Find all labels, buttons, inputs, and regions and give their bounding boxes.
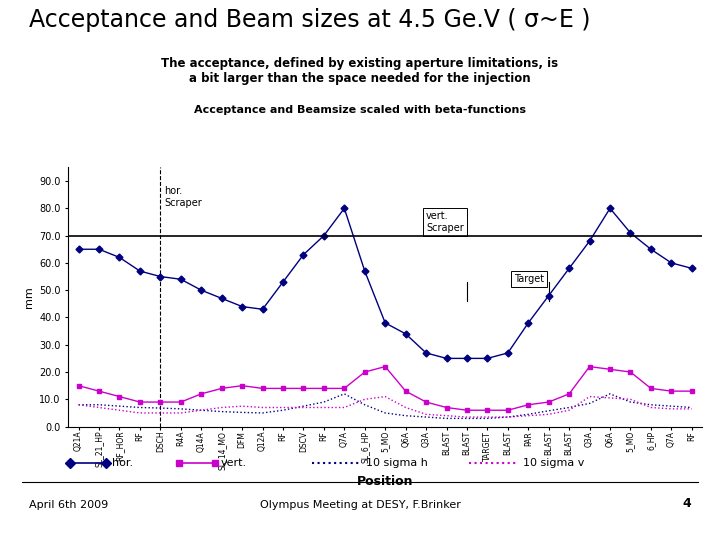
Text: Acceptance and Beam sizes at 4.5 Ge.V ( σ~E ): Acceptance and Beam sizes at 4.5 Ge.V ( … [29,8,590,32]
Text: Olympus Meeting at DESY, F.Brinker: Olympus Meeting at DESY, F.Brinker [260,500,460,510]
Text: Acceptance and Beamsize scaled with beta-functions: Acceptance and Beamsize scaled with beta… [194,105,526,116]
Text: The acceptance, defined by existing aperture limitations, is
a bit larger than t: The acceptance, defined by existing aper… [161,57,559,85]
Text: April 6th 2009: April 6th 2009 [29,500,108,510]
Text: vert.: vert. [221,458,247,468]
Text: vert.
Scraper: vert. Scraper [426,211,464,233]
Text: 10 sigma h: 10 sigma h [366,458,428,468]
Text: hor.
Scraper: hor. Scraper [164,186,202,208]
Text: 4: 4 [683,497,691,510]
X-axis label: Position: Position [357,475,413,488]
Text: Target: Target [514,274,544,284]
Text: 10 sigma v: 10 sigma v [523,458,585,468]
Text: hor.: hor. [112,458,133,468]
Y-axis label: mm: mm [24,286,34,308]
